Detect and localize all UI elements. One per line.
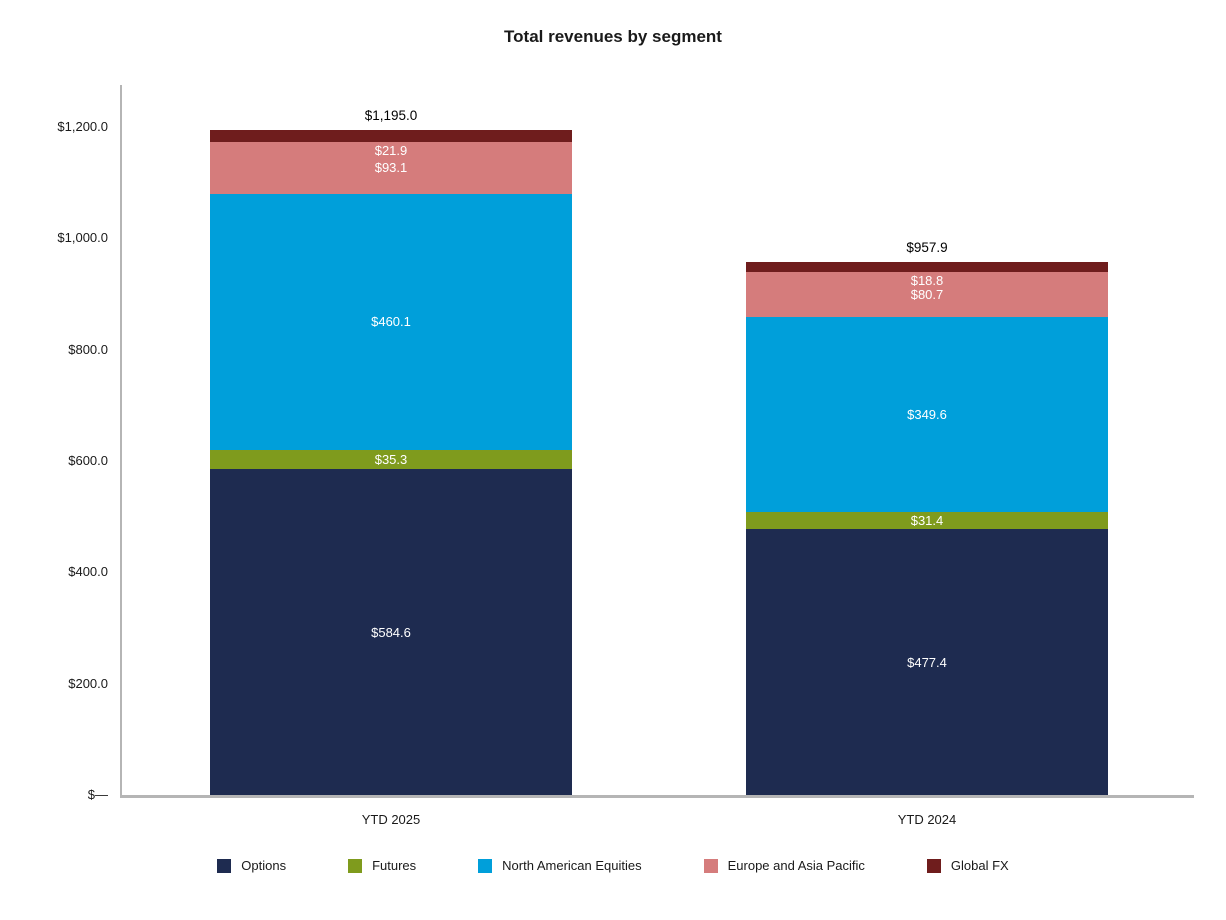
- bar-segment-futures: [210, 449, 572, 470]
- total-value-label: $957.9: [906, 239, 948, 255]
- legend-swatch-europe-and-asia-pacific: [703, 858, 718, 873]
- legend-swatch-options: [217, 858, 232, 873]
- x-tick-label: YTD 2025: [361, 812, 421, 827]
- bar-segment-north-american-equities: [746, 316, 1108, 512]
- legend-item-futures: Futures: [348, 858, 416, 873]
- legend-swatch-futures: [348, 858, 363, 873]
- legend-label-futures: Futures: [372, 858, 417, 873]
- y-tick-label: $1,200.0: [57, 118, 108, 134]
- y-tick-label: $400.0: [68, 564, 108, 580]
- y-tick-label: $200.0: [68, 675, 108, 691]
- legend-item-options: Options: [217, 858, 286, 873]
- y-tick-label: $1,000.0: [57, 230, 108, 246]
- bar-segment-europe-and-asia-pacific: [746, 272, 1108, 317]
- legend-swatch-global-fx: [926, 858, 941, 873]
- x-tick-label: YTD 2024: [897, 812, 957, 827]
- legend: Options Futures North American Equities …: [0, 858, 1226, 873]
- bar-segment-global-fx: [210, 129, 572, 142]
- legend-label-global-fx: Global FX: [950, 858, 1009, 873]
- total-value-label: $1,195.0: [364, 107, 418, 123]
- chart-title: Total revenues by segment: [504, 27, 722, 46]
- y-axis-line: [120, 85, 122, 797]
- y-tick-label: $600.0: [68, 452, 108, 468]
- bar-segment-futures: [746, 511, 1108, 530]
- legend-label-options: Options: [241, 858, 287, 873]
- bar-segment-options: [210, 469, 572, 795]
- legend-item-europe-and-asia-pacific: Europe and Asia Pacific: [703, 858, 865, 873]
- legend-item-north-american-equities: North American Equities: [478, 858, 642, 873]
- bar-segment-europe-and-asia-pacific: [210, 141, 572, 194]
- legend-label-north-american-equities: North American Equities: [502, 858, 642, 873]
- bar-segment-options: [746, 529, 1108, 795]
- y-tick-label: $—: [87, 787, 108, 802]
- y-tick-label: $800.0: [68, 341, 108, 357]
- bar-segment-north-american-equities: [210, 193, 572, 450]
- legend-item-global-fx: Global FX: [926, 858, 1009, 873]
- legend-label-europe-and-asia-pacific: Europe and Asia Pacific: [727, 858, 865, 873]
- bar-segment-global-fx: [746, 261, 1108, 273]
- x-axis-line: [120, 795, 1194, 798]
- legend-swatch-north-american-equities: [478, 858, 493, 873]
